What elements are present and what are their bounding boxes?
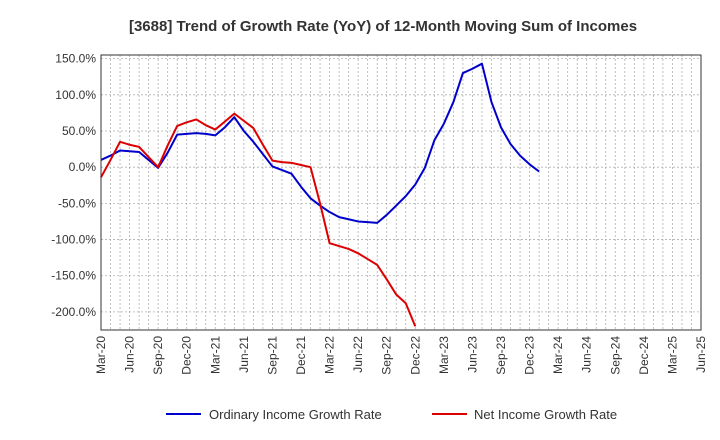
y-tick-label: -200.0% <box>51 305 96 319</box>
x-tick-label: Mar-20 <box>94 336 108 374</box>
x-tick-label: Dec-20 <box>180 336 194 375</box>
legend-label-ordinary-income: Ordinary Income Growth Rate <box>209 407 382 422</box>
x-tick-label: Sep-20 <box>151 336 165 375</box>
grid-lines <box>101 55 701 330</box>
x-tick-label: Jun-25 <box>694 336 708 373</box>
y-tick-label: -50.0% <box>58 196 96 210</box>
x-axis-tick-labels: Mar-20 Jun-20 Sep-20 Dec-20 Mar-21 Jun-21 Sep-… <box>94 336 708 375</box>
y-tick-label: 100.0% <box>55 88 96 102</box>
y-tick-label: -100.0% <box>51 233 96 247</box>
x-tick-label: Sep-24 <box>608 336 622 375</box>
y-axis-tick-labels: 150.0% 100.0% 50.0% 0.0% -50.0% -100.0% -150.0… <box>51 52 96 319</box>
y-tick-label: 50.0% <box>62 124 96 138</box>
x-tick-label: Dec-22 <box>408 336 422 375</box>
x-tick-label: Sep-22 <box>380 336 394 375</box>
legend-label-net-income: Net Income Growth Rate <box>474 407 617 422</box>
series-layer <box>100 62 540 327</box>
x-tick-label: Mar-21 <box>208 336 222 374</box>
y-tick-label: -150.0% <box>51 269 96 283</box>
x-tick-label: Sep-21 <box>265 336 279 375</box>
x-tick-label: Jun-22 <box>351 336 365 373</box>
x-tick-label: Dec-24 <box>637 336 651 375</box>
x-tick-label: Mar-24 <box>551 336 565 374</box>
x-tick-label: Mar-22 <box>323 336 337 374</box>
series-line-net-income <box>100 112 417 327</box>
x-tick-label: Sep-23 <box>494 336 508 375</box>
legend: Ordinary Income Growth Rate Net Income G… <box>166 407 617 422</box>
x-tick-label: Dec-23 <box>523 336 537 375</box>
x-tick-label: Jun-24 <box>580 336 594 373</box>
x-tick-label: Jun-20 <box>123 336 137 373</box>
x-tick-label: Jun-23 <box>465 336 479 373</box>
plot-area-border <box>100 54 702 331</box>
x-tick-label: Dec-21 <box>294 336 308 375</box>
x-tick-label: Mar-23 <box>437 336 451 374</box>
chart-title: [3688] Trend of Growth Rate (YoY) of 12-… <box>129 18 637 35</box>
y-tick-label: 150.0% <box>55 52 96 66</box>
x-tick-label: Mar-25 <box>665 336 679 374</box>
x-tick-label: Jun-21 <box>237 336 251 373</box>
y-tick-label: 0.0% <box>69 160 97 174</box>
